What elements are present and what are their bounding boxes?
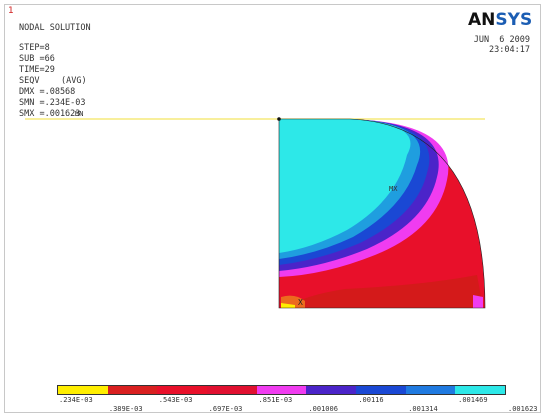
legend-swatch bbox=[356, 386, 406, 394]
legend-swatch bbox=[107, 386, 158, 394]
legend-label-top: .00116 bbox=[358, 396, 384, 404]
substep-value: SUB =66 bbox=[19, 54, 55, 64]
result-item: SEQV bbox=[19, 76, 40, 86]
legend-label-bottom: .001006 bbox=[308, 405, 338, 413]
model-outline bbox=[278, 118, 486, 309]
avg-label: (AVG) bbox=[61, 76, 87, 86]
legend-swatch bbox=[58, 386, 108, 394]
plot-date: JUN 6 2009 bbox=[473, 35, 530, 45]
legend-label-bottom: .001314 bbox=[408, 405, 438, 413]
legend-swatch bbox=[256, 386, 307, 394]
legend-swatch bbox=[306, 386, 357, 394]
legend-swatch bbox=[405, 386, 456, 394]
contour-plot[interactable]: MN MX X bbox=[5, 5, 541, 413]
logo-part2: SYS bbox=[495, 10, 533, 30]
legend-label-top: .851E-03 bbox=[258, 396, 293, 404]
ansys-logo: ANSYS bbox=[468, 10, 540, 30]
legend-swatch bbox=[157, 386, 208, 394]
contour-band-yellow bbox=[281, 303, 295, 308]
legend-label-top: .543E-03 bbox=[158, 396, 193, 404]
dmx-value: DMX =.08568 bbox=[19, 87, 76, 97]
time-value: TIME=29 bbox=[19, 65, 55, 75]
legend-label-top: .234E-03 bbox=[59, 396, 93, 404]
mx-marker: MX bbox=[389, 185, 398, 193]
smn-value: SMN =.234E-03 bbox=[19, 98, 86, 108]
solution-title: NODAL SOLUTION bbox=[19, 23, 91, 33]
corner-node-marker bbox=[277, 117, 281, 121]
mn-marker: MN bbox=[75, 110, 83, 118]
axis-x-marker: X bbox=[298, 298, 303, 307]
legend-label-top: .001469 bbox=[458, 396, 488, 404]
model-contours bbox=[278, 118, 486, 309]
smx-value: SMX =.001623 bbox=[19, 109, 81, 119]
contour-band-cyan bbox=[279, 119, 411, 253]
contour-legend bbox=[57, 385, 506, 395]
logo-part1: AN bbox=[468, 10, 496, 30]
legend-label-bottom: .001623 bbox=[508, 405, 538, 413]
legend-label-bottom: .389E-03 bbox=[108, 405, 143, 413]
contour-band-red-dark bbox=[285, 275, 483, 308]
window-number: 1 bbox=[8, 6, 14, 16]
legend-swatch bbox=[207, 386, 257, 394]
legend-swatch bbox=[455, 386, 506, 394]
graphics-viewport[interactable]: MN MX X 1 ANSYS NODAL SOLUTION STEP=8 SU… bbox=[4, 4, 541, 413]
plot-time: 23:04:17 bbox=[489, 45, 530, 55]
step-value: STEP=8 bbox=[19, 43, 50, 53]
contour-band-orange-right bbox=[473, 295, 483, 308]
legend-label-bottom: .697E-03 bbox=[208, 405, 243, 413]
